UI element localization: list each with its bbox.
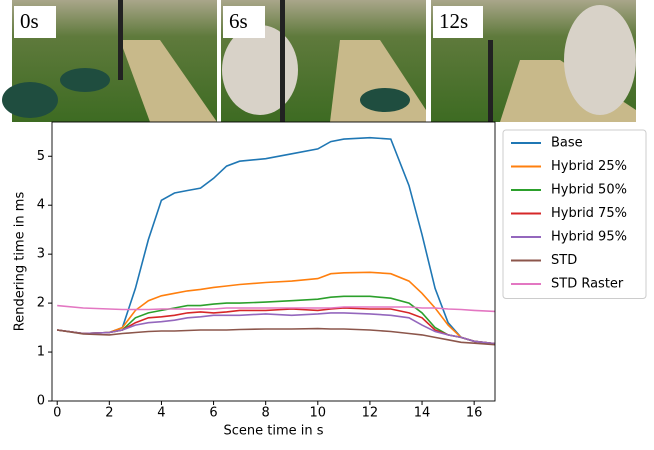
plot-frame: [51, 121, 496, 402]
thumbnail: 0s: [2, 0, 217, 122]
y-tick-label: 5: [37, 149, 45, 164]
thumb-label: 12s: [439, 9, 468, 33]
x-tick-label: 12: [362, 406, 379, 421]
legend-label: Hybrid 95%: [551, 230, 627, 245]
y-tick-label: 1: [37, 345, 45, 360]
x-tick-label: 6: [209, 406, 217, 421]
x-tick-label: 10: [310, 406, 327, 421]
legend-box: [502, 129, 647, 299]
x-tick-label: 8: [262, 406, 270, 421]
data-line: [57, 295, 496, 345]
data-line: [57, 307, 496, 345]
legend-label: Base: [551, 136, 583, 151]
legend-label: Hybrid 50%: [551, 183, 627, 198]
y-tick-label: 2: [37, 296, 45, 311]
legend-label: STD: [551, 253, 577, 268]
x-axis-label: Scene time in s: [223, 424, 323, 439]
x-tick-label: 14: [414, 406, 431, 421]
x-tick-label: 4: [157, 406, 165, 421]
x-tick-label: 16: [466, 406, 483, 421]
y-axis-label: Rendering time in ms: [13, 192, 28, 332]
data-line: [57, 312, 496, 345]
x-tick-label: 2: [105, 406, 113, 421]
thumbnail: 12s: [431, 0, 636, 122]
thumb-label: 6s: [229, 9, 248, 33]
thumb-label: 0s: [20, 9, 39, 33]
x-tick-label: 0: [53, 406, 61, 421]
legend-label: STD Raster: [551, 277, 624, 292]
data-line: [57, 271, 496, 345]
legend-label: Hybrid 25%: [551, 159, 627, 174]
y-tick-label: 3: [37, 247, 45, 262]
data-line: [57, 304, 496, 313]
y-tick-label: 4: [37, 198, 45, 213]
legend-label: Hybrid 75%: [551, 206, 627, 221]
y-tick-label: 0: [37, 394, 45, 409]
data-line: [57, 136, 496, 345]
data-line: [57, 327, 496, 346]
thumbnail: 6s: [221, 0, 426, 122]
